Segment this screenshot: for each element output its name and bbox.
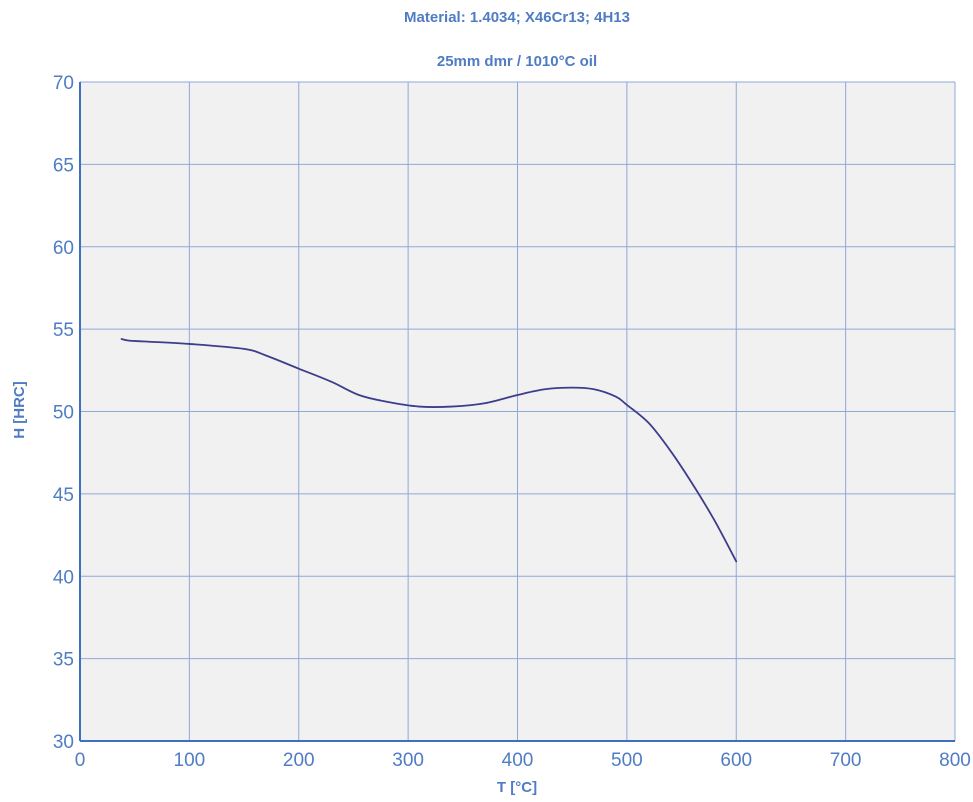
y-tick-label: 30 [53,732,74,753]
x-tick-label: 400 [502,750,534,771]
series-line [120,338,738,563]
y-tick-label: 65 [53,155,74,176]
y-tick-label: 35 [53,650,74,671]
x-tick-label: 200 [283,750,315,771]
y-tick-label: 60 [53,238,74,259]
chart-subtitle: 25mm dmr / 1010°C oil [437,53,597,70]
chart-title: Material: 1.4034; X46Cr13; 4H13 [404,9,630,26]
x-tick-label: 500 [611,750,643,771]
tick-labels: 0 100 200 300 400 500 600 700 800 30 35 40 45 50 55 60 6… [53,73,971,771]
x-tick-label: 300 [392,750,424,771]
grid [80,81,956,741]
x-tick-label: 700 [830,750,862,771]
series [120,338,738,563]
x-axis-label: T [°C] [497,779,537,796]
x-tick-label: 800 [939,750,971,771]
x-tick-label: 0 [75,750,86,771]
y-tick-label: 45 [53,485,74,506]
axes [79,82,955,742]
y-tick-label: 50 [53,403,74,424]
x-tick-label: 600 [720,750,752,771]
x-tick-label: 100 [174,750,206,771]
y-tick-label: 70 [53,73,74,94]
y-tick-label: 55 [53,320,74,341]
y-axis-label: H [HRC] [11,381,28,439]
y-tick-label: 40 [53,567,74,588]
